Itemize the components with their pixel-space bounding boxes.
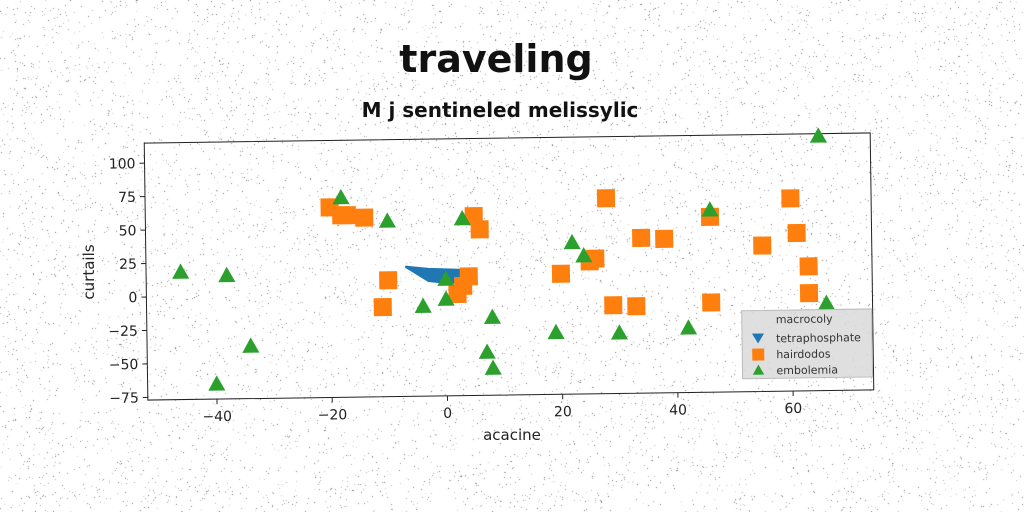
hairdodos-point: [781, 189, 800, 208]
hairdodos-point: [373, 297, 392, 317]
legend-box: [741, 308, 874, 380]
embolemia-point: [483, 308, 502, 325]
hairdodos-point: [604, 296, 623, 315]
hairdodos-point: [586, 249, 605, 268]
x-tick-label: 60: [784, 401, 802, 417]
hairdodos-point: [655, 229, 674, 249]
y-tick-label: 75: [118, 190, 136, 206]
y-tick-label: 100: [109, 156, 136, 172]
embolemia-point: [575, 247, 593, 263]
hairdodos-point: [753, 236, 772, 255]
legend-label: hairdodos: [776, 348, 831, 362]
y-tick-label: 25: [119, 257, 137, 273]
embolemia-point: [610, 324, 629, 340]
legend-marker-tetraphosphate: [751, 333, 764, 344]
embolemia-point: [242, 337, 260, 353]
hairdodos-point: [379, 271, 398, 290]
embolemia-point: [218, 266, 236, 283]
embolemia-point: [817, 294, 836, 310]
y-tick-label: −75: [109, 391, 139, 407]
y-tick-label: −50: [109, 357, 139, 373]
x-tick-label: 20: [554, 404, 572, 420]
plot-frame: [143, 132, 875, 401]
hairdodos-point: [632, 228, 651, 248]
embolemia-point: [484, 359, 502, 375]
chart-subtitle: M j sentineled melissylic: [362, 98, 639, 122]
y-axis-ticks: −75 −50 −25 0 25 50 75 100: [108, 156, 148, 407]
plot-area: −40 −20 0 20 40 60 −75 −50 −25 0 25 50 75 100 macroc…: [108, 127, 875, 425]
embolemia-point: [680, 319, 698, 335]
hairdodos-point: [702, 293, 721, 312]
embolemia-point: [701, 201, 719, 217]
legend-marker-hairdodos: [752, 348, 765, 361]
embolemia-point: [437, 290, 455, 306]
embolemia-point: [378, 212, 397, 228]
x-axis-label: acacine: [483, 426, 541, 444]
embolemia-point: [332, 188, 350, 205]
y-axis-label: curtails: [80, 244, 98, 299]
embolemia-point: [414, 297, 432, 313]
hairdodos-point: [551, 264, 571, 283]
embolemia-point: [437, 270, 455, 286]
embolemia-point: [172, 263, 190, 279]
x-tick-label: 0: [443, 406, 452, 422]
y-tick-label: 50: [119, 223, 137, 239]
hairdodos-point: [470, 220, 489, 239]
embolemia-point: [453, 209, 471, 226]
data-marks: [172, 127, 836, 391]
hairdodos-point: [627, 297, 646, 316]
hairdodos-point: [596, 189, 616, 208]
embolemia-point: [809, 127, 827, 143]
legend-label: embolemia: [776, 363, 838, 377]
y-tick-label: 0: [128, 290, 137, 306]
hairdodos-point: [337, 206, 357, 225]
legend: macrocoly tetraphosphate hairdodosembolem…: [741, 308, 874, 380]
hairdodos-point: [799, 257, 818, 276]
legend-title: macrocoly: [776, 312, 834, 326]
hairdodos-point: [448, 284, 467, 304]
embolemia-point: [563, 233, 581, 250]
legend-marker-embolemia: [752, 364, 765, 375]
y-tick-label: −25: [108, 324, 138, 340]
x-tick-label: −40: [202, 409, 232, 425]
embolemia-point: [547, 323, 565, 340]
x-tick-label: −20: [318, 407, 348, 423]
chart-title: traveling: [399, 37, 592, 81]
embolemia-point: [208, 375, 226, 391]
embolemia-point: [478, 343, 496, 359]
legend-label: tetraphosphate: [776, 331, 861, 345]
hairdodos-point: [799, 283, 819, 303]
hairdodos-point: [355, 208, 374, 227]
x-tick-label: 40: [669, 403, 687, 419]
x-axis-ticks: −40 −20 0 20 40 60: [202, 391, 802, 425]
hairdodos-point: [787, 223, 806, 243]
